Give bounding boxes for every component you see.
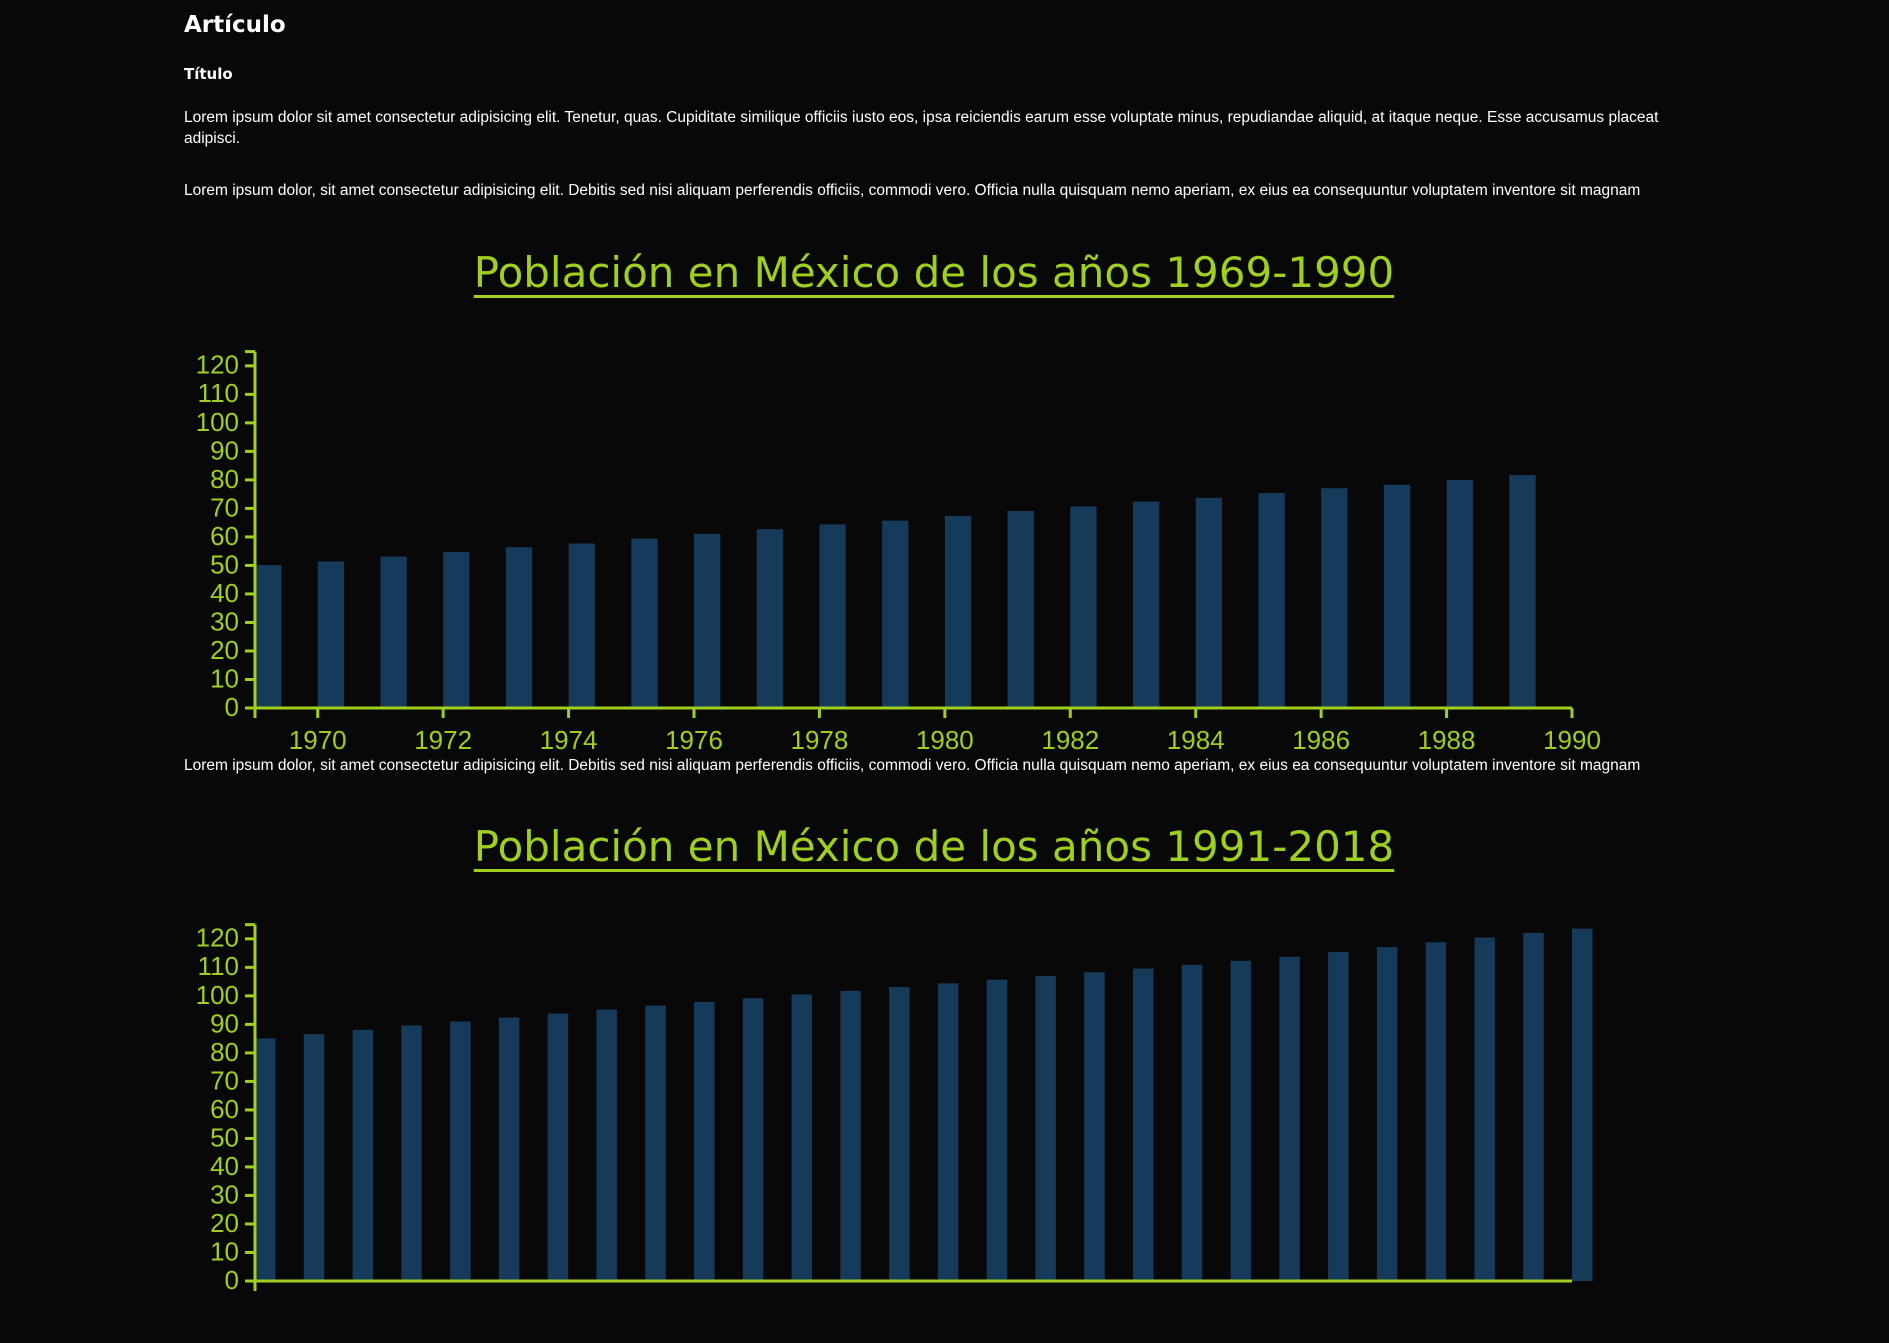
chart-title[interactable]: Población en México de los años 1969-199…	[473, 248, 1395, 297]
paragraph: Lorem ipsum dolor, sit amet consectetur …	[184, 182, 1641, 199]
paragraph: Lorem ipsum dolor, sit amet consectetur …	[184, 757, 1641, 774]
y-tick-label: 80	[210, 464, 239, 494]
y-tick-label: 70	[210, 492, 239, 522]
bar	[1446, 479, 1473, 708]
x-tick-label: 1970	[289, 725, 347, 755]
y-tick-label: 40	[210, 578, 239, 608]
bar	[1572, 928, 1593, 1281]
y-tick-label: 10	[210, 1236, 239, 1266]
article-title: Artículo	[184, 12, 286, 38]
bar	[645, 1005, 666, 1281]
y-tick-label: 40	[210, 1151, 239, 1181]
x-tick-label: 1982	[1041, 725, 1099, 755]
bar	[882, 520, 909, 708]
y-tick-label: 50	[210, 549, 239, 579]
bar	[380, 556, 407, 708]
x-tick-label: 1976	[665, 725, 723, 755]
bar	[1070, 506, 1097, 708]
bar	[944, 515, 972, 708]
bar	[1474, 937, 1495, 1281]
x-tick-label: 1974	[540, 725, 598, 755]
y-tick-label: 30	[210, 1179, 239, 1209]
bar	[1181, 964, 1203, 1281]
bar	[1084, 972, 1105, 1281]
x-tick-label: 1980	[916, 725, 974, 755]
y-tick-label: 100	[196, 980, 239, 1010]
page: Artículo Título Lorem ipsum dolor sit am…	[184, 12, 1659, 1295]
bar	[631, 538, 658, 708]
y-tick-label: 90	[210, 1008, 239, 1038]
y-tick-label: 0	[225, 692, 239, 722]
y-tick-label: 80	[210, 1037, 239, 1067]
x-tick-label: 1972	[414, 725, 472, 755]
bar	[791, 994, 813, 1281]
bar	[1035, 975, 1056, 1281]
bar	[303, 1034, 325, 1281]
x-tick-label: 1988	[1418, 725, 1476, 755]
x-tick-label: 1978	[791, 725, 849, 755]
y-tick-label: 10	[210, 663, 239, 693]
bar	[352, 1029, 374, 1281]
y-tick-label: 60	[210, 521, 239, 551]
x-tick-label: 1986	[1292, 725, 1350, 755]
article-subtitle: Título	[184, 65, 233, 83]
bar	[1133, 968, 1154, 1281]
bar	[1383, 484, 1411, 708]
bar	[1509, 475, 1536, 708]
bar	[1425, 942, 1447, 1281]
bar	[694, 533, 721, 708]
bar	[840, 990, 861, 1281]
bar	[1230, 960, 1252, 1281]
y-tick-label: 30	[210, 606, 239, 636]
bar	[255, 1038, 276, 1281]
bar	[498, 1017, 520, 1281]
bar	[443, 552, 470, 708]
bar	[255, 565, 282, 708]
bar	[450, 1021, 471, 1281]
bar	[505, 547, 533, 708]
chart-title[interactable]: Población en México de los años 1991-201…	[473, 822, 1395, 871]
bar	[547, 1013, 569, 1281]
bar	[596, 1009, 617, 1281]
x-tick-label: 1990	[1543, 725, 1601, 755]
y-tick-label: 120	[196, 923, 239, 953]
bar	[1328, 951, 1349, 1281]
bar	[694, 1001, 715, 1281]
bar	[1195, 497, 1223, 708]
bar	[317, 561, 345, 708]
paragraph: Lorem ipsum dolor sit amet consectetur a…	[184, 109, 1659, 147]
y-tick-label: 50	[210, 1122, 239, 1152]
y-tick-label: 120	[196, 350, 239, 380]
y-tick-label: 110	[198, 951, 239, 981]
bar	[1133, 501, 1160, 708]
bar	[1007, 510, 1034, 708]
bar	[1523, 932, 1544, 1281]
bar	[819, 524, 846, 708]
bar	[568, 543, 595, 708]
bar	[1258, 493, 1285, 708]
bar	[742, 998, 764, 1281]
bar	[937, 983, 959, 1281]
y-tick-label: 90	[210, 435, 239, 465]
x-tick-label: 1984	[1167, 725, 1225, 755]
y-tick-label: 110	[198, 378, 239, 408]
bar	[756, 529, 784, 708]
y-tick-label: 70	[210, 1065, 239, 1095]
y-tick-label: 20	[210, 635, 239, 665]
bar	[986, 979, 1008, 1281]
bar	[1279, 956, 1300, 1281]
y-tick-label: 100	[196, 407, 239, 437]
y-tick-label: 60	[210, 1094, 239, 1124]
bar	[889, 987, 910, 1281]
y-tick-label: 0	[225, 1265, 239, 1295]
y-tick-label: 20	[210, 1208, 239, 1238]
bar	[401, 1025, 422, 1281]
bar	[1321, 488, 1348, 708]
bar	[1376, 947, 1398, 1281]
